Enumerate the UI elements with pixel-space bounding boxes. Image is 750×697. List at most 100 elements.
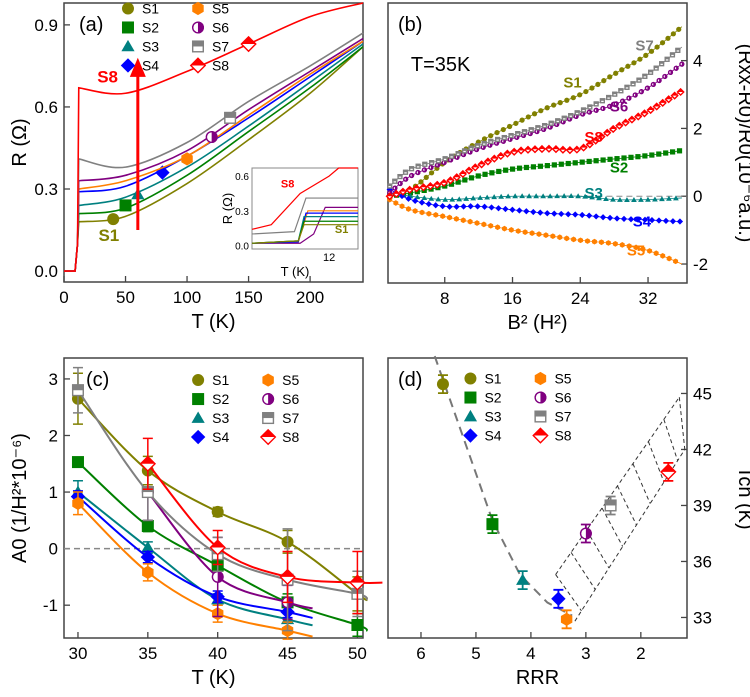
legend-label: S8 (212, 57, 229, 73)
marker-s3-point (428, 195, 435, 201)
marker-s1-legend (192, 374, 205, 387)
marker-s1-point (531, 111, 538, 117)
band-hatch (555, 574, 582, 612)
legend-label: S2 (142, 19, 159, 35)
series-s6 (387, 61, 685, 196)
marker-s2-point (649, 152, 655, 158)
marker-s3-point (456, 196, 463, 202)
inset-y-tick-label: 0.6 (235, 172, 249, 183)
legend-label: S1 (212, 372, 229, 388)
marker-s8-point (510, 147, 519, 156)
marker-s5-point (550, 233, 556, 240)
marker-s3-point (540, 193, 546, 199)
series-s5 (387, 196, 683, 265)
label-s5: S5 (627, 243, 645, 260)
y-tick-label: 4 (693, 52, 702, 71)
marker-s4-point (488, 204, 495, 211)
x-tick-label: 32 (639, 289, 658, 308)
marker-s7-point (624, 84, 630, 90)
marker-s3-point (631, 197, 637, 202)
marker-s8-point (646, 105, 655, 115)
band-hatch (678, 397, 686, 450)
marker-s7-point (587, 104, 593, 110)
marker-s5-point (488, 222, 494, 229)
y-axis-label: R (Ω) (9, 118, 31, 166)
marker-s5-point (453, 216, 459, 222)
legend-label: S8 (282, 429, 299, 445)
x-tick-label: 40 (208, 644, 227, 663)
marker-s3-point (519, 193, 525, 199)
marker-s5-point (405, 206, 411, 212)
marker-s5-point (433, 212, 439, 218)
legend-label: S7 (554, 409, 571, 425)
marker-s2-legend (192, 393, 205, 406)
marker-s8 (139, 455, 157, 472)
marker-s4-point (509, 206, 516, 213)
marker-s8-point (385, 192, 394, 201)
legend-label: S7 (282, 410, 299, 426)
marker-s6-point (408, 172, 415, 179)
marker-s2 (119, 199, 132, 212)
marker-s2-point (414, 189, 420, 195)
marker-s5-point (393, 200, 399, 206)
legend-label: S4 (142, 57, 159, 73)
marker-s7-point (568, 113, 574, 119)
marker-s6-point (638, 89, 644, 95)
marker-s2-point (579, 159, 585, 165)
marker-s1-point (676, 26, 682, 32)
x-tick-label: 0 (59, 288, 68, 307)
marker-s7-point (555, 118, 561, 124)
marker-s7-point (461, 148, 468, 154)
marker-s1-point (500, 126, 506, 133)
marker-s1-point (637, 56, 643, 62)
marker-s6-point (392, 185, 398, 191)
series-s6 (579, 523, 592, 544)
marker-s6-point (662, 73, 668, 80)
legend-label: S3 (212, 410, 229, 426)
marker-s2-point (468, 175, 475, 181)
marker-s1-point (583, 88, 589, 95)
x-tick-label: 200 (296, 288, 324, 307)
marker-s4-point (537, 209, 544, 216)
marker-s3-point (533, 193, 539, 199)
x-tick-label: 2 (636, 644, 645, 663)
marker-s5-point (412, 208, 418, 214)
marker-s8-point (516, 146, 526, 155)
marker-s8-point (551, 144, 561, 154)
label-s8: S8 (585, 129, 603, 146)
series-s7 (387, 46, 683, 189)
marker-s2-point (489, 170, 495, 176)
series-s8 (139, 437, 383, 615)
marker-s4-point (620, 215, 628, 222)
marker-s2-point (462, 177, 468, 183)
marker-s2-point (676, 148, 683, 154)
marker-s3-legend (191, 411, 205, 423)
marker-s3-point (512, 193, 518, 199)
series-s3 (386, 189, 682, 203)
marker-s8 (240, 35, 257, 53)
marker-s7-point (515, 131, 521, 137)
marker-s1-point (544, 105, 550, 111)
marker-s8-point (483, 157, 493, 166)
marker-s2-point (503, 167, 509, 173)
x-tick-label: 5 (471, 644, 480, 663)
marker-s5-point (571, 236, 577, 243)
inset-x-tick-label: 12 (323, 252, 335, 264)
marker-s5 (560, 612, 573, 626)
marker-s1-point (519, 117, 525, 123)
marker-s5-point (515, 228, 521, 234)
inset-curve-s1 (251, 224, 358, 244)
marker-s6-point (644, 85, 650, 91)
marker-s1-point (551, 102, 557, 108)
marker-s6-legend (262, 393, 275, 406)
label-s2: S2 (610, 159, 628, 176)
marker-s2-point (635, 154, 641, 160)
marker-s5-point (598, 239, 604, 246)
marker-s8-legend (532, 427, 549, 444)
marker-s6-point (593, 107, 599, 113)
marker-s6-point (619, 98, 626, 104)
marker-s7-point (574, 110, 580, 116)
marker-s2-point (600, 157, 606, 163)
panel-c: 30 35 40 45 50 -1 0 1 2 3 T (K) A0 (1/H²*10⁻⁶) (c) S1… (9, 357, 383, 689)
